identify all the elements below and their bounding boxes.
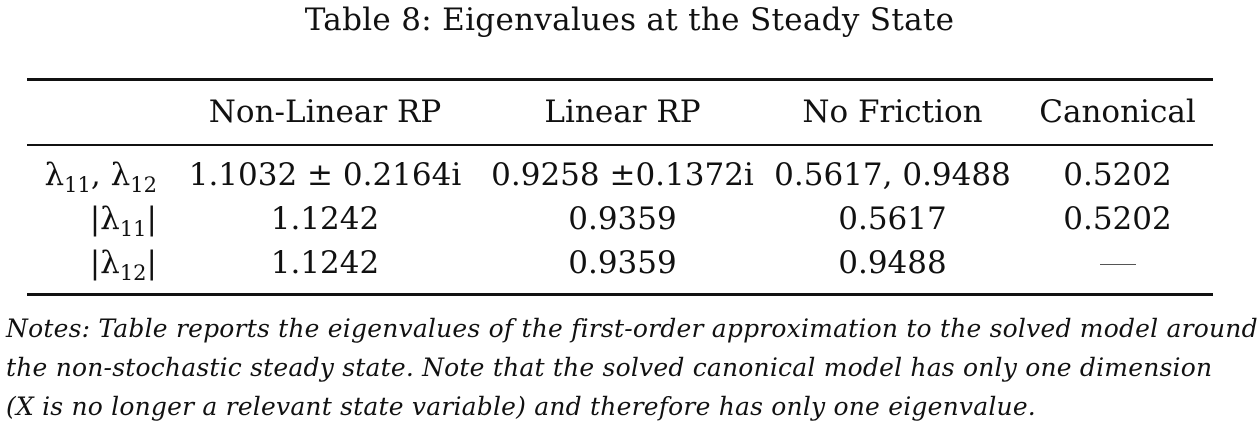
row-label-eigenvalues: λ11, λ12 <box>27 155 157 205</box>
table-cell: 1.1032 ± 0.2164i <box>188 157 462 193</box>
top-rule <box>27 78 1213 81</box>
table-cell-empty <box>1025 243 1210 283</box>
bottom-rule <box>27 293 1213 296</box>
table-cell: 0.5202 <box>1063 201 1172 237</box>
column-header-canonical: Canonical <box>1039 94 1196 130</box>
row-label-modulus-12: |λ12| <box>27 243 157 293</box>
label-subscript: 12 <box>119 261 147 285</box>
label-part: |λ <box>89 201 120 237</box>
header-rule <box>27 144 1213 146</box>
table-cell: 1.1242 <box>270 201 380 237</box>
column-header-linear-rp: Linear RP <box>544 94 701 130</box>
row-label-modulus-11: |λ11| <box>27 199 157 249</box>
label-part: |λ <box>89 245 120 281</box>
dash-mark <box>1099 264 1136 265</box>
label-subscript: 12 <box>130 173 157 197</box>
table-cell: 0.5617, 0.9488 <box>774 157 1011 193</box>
table-cell: 0.5617 <box>838 201 947 237</box>
table-cell: 0.9488 <box>838 245 947 281</box>
table-cell: 0.9359 <box>568 245 677 281</box>
label-part: | <box>146 245 157 281</box>
table-cell: 0.9359 <box>568 201 677 237</box>
label-part: λ <box>44 157 65 193</box>
table-cell: 0.5202 <box>1063 157 1172 193</box>
table-notes: Notes: Table reports the eigenvalues of … <box>6 309 1258 426</box>
column-header-no-friction: No Friction <box>802 94 983 130</box>
table-cell: 0.9258 ±0.1372i <box>491 157 754 193</box>
notes-line: the non-stochastic steady state. Note th… <box>6 353 1213 382</box>
notes-line: (X is no longer a relevant state variabl… <box>6 392 1036 421</box>
label-subscript: 11 <box>119 217 147 241</box>
table-cell: 1.1242 <box>270 245 380 281</box>
label-part: , λ <box>90 157 131 193</box>
column-header-nonlinear-rp: Non-Linear RP <box>208 94 442 130</box>
label-subscript: 11 <box>64 173 91 197</box>
notes-line: Notes: Table reports the eigenvalues of … <box>6 314 1258 343</box>
label-part: | <box>146 201 157 237</box>
table-caption: Table 8: Eigenvalues at the Steady State <box>304 2 955 38</box>
